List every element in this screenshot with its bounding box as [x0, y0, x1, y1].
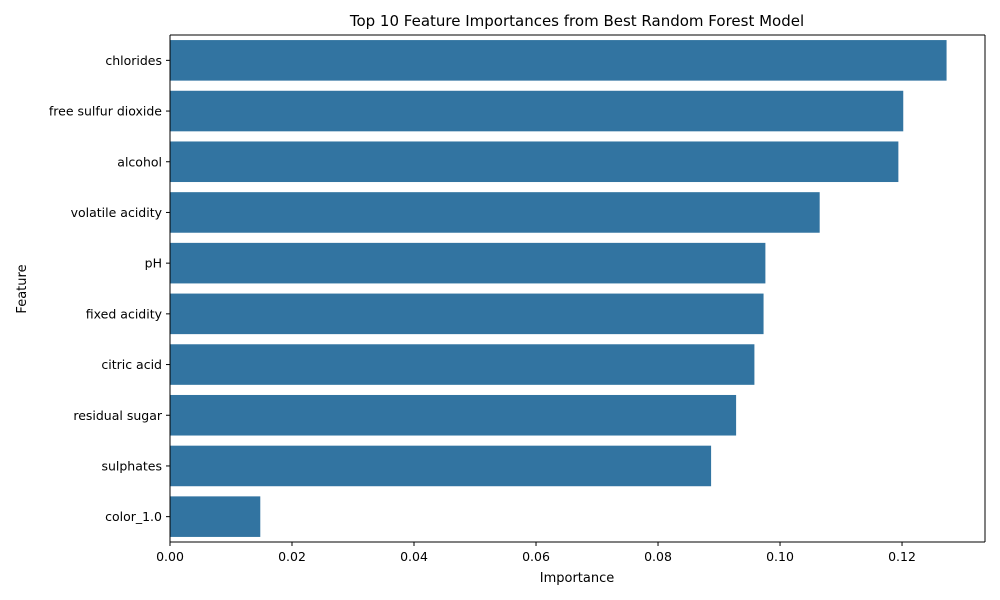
bar-fixed-acidity: [170, 293, 764, 335]
y-tick-label: color_1.0: [105, 509, 162, 524]
bar-color-1-0: [170, 496, 261, 537]
bar-ph: [170, 242, 766, 284]
x-tick-label: 0.10: [766, 549, 794, 564]
bar-residual-sugar: [170, 394, 737, 436]
x-tick-label: 0.00: [156, 549, 184, 564]
y-tick-label: volatile acidity: [71, 205, 163, 220]
y-axis-ticks: chlorides free sulfur dioxide alcohol volat…: [49, 53, 170, 524]
y-tick-label: free sulfur dioxide: [49, 104, 162, 119]
x-tick-label: 0.12: [888, 549, 916, 564]
chart-title: Top 10 Feature Importances from Best Ran…: [349, 12, 804, 30]
bar-sulphates: [170, 445, 712, 487]
x-tick-label: 0.06: [522, 549, 550, 564]
y-tick-label: residual sugar: [73, 408, 163, 423]
bar-volatile-acidity: [170, 192, 820, 233]
x-tick-label: 0.08: [644, 549, 672, 564]
x-tick-label: 0.04: [400, 549, 428, 564]
y-tick-label: alcohol: [117, 154, 162, 169]
bar-chlorides: [170, 40, 947, 81]
y-tick-label: citric acid: [101, 357, 162, 372]
y-tick-label: sulphates: [101, 458, 162, 473]
bar-citric-acid: [170, 344, 755, 385]
y-tick-label: pH: [145, 256, 162, 271]
y-axis-label: Feature: [15, 264, 30, 313]
bar-alcohol: [170, 141, 899, 183]
bars-group: [170, 40, 947, 537]
bar-free-sulfur-dioxide: [170, 90, 904, 132]
x-tick-label: 0.02: [278, 549, 306, 564]
y-tick-label: fixed acidity: [86, 306, 163, 321]
y-tick-label: chlorides: [105, 53, 162, 68]
x-axis-ticks: 0.00 0.02 0.04 0.06 0.08 0.10 0.12: [156, 542, 916, 564]
x-axis-label: Importance: [540, 571, 615, 586]
